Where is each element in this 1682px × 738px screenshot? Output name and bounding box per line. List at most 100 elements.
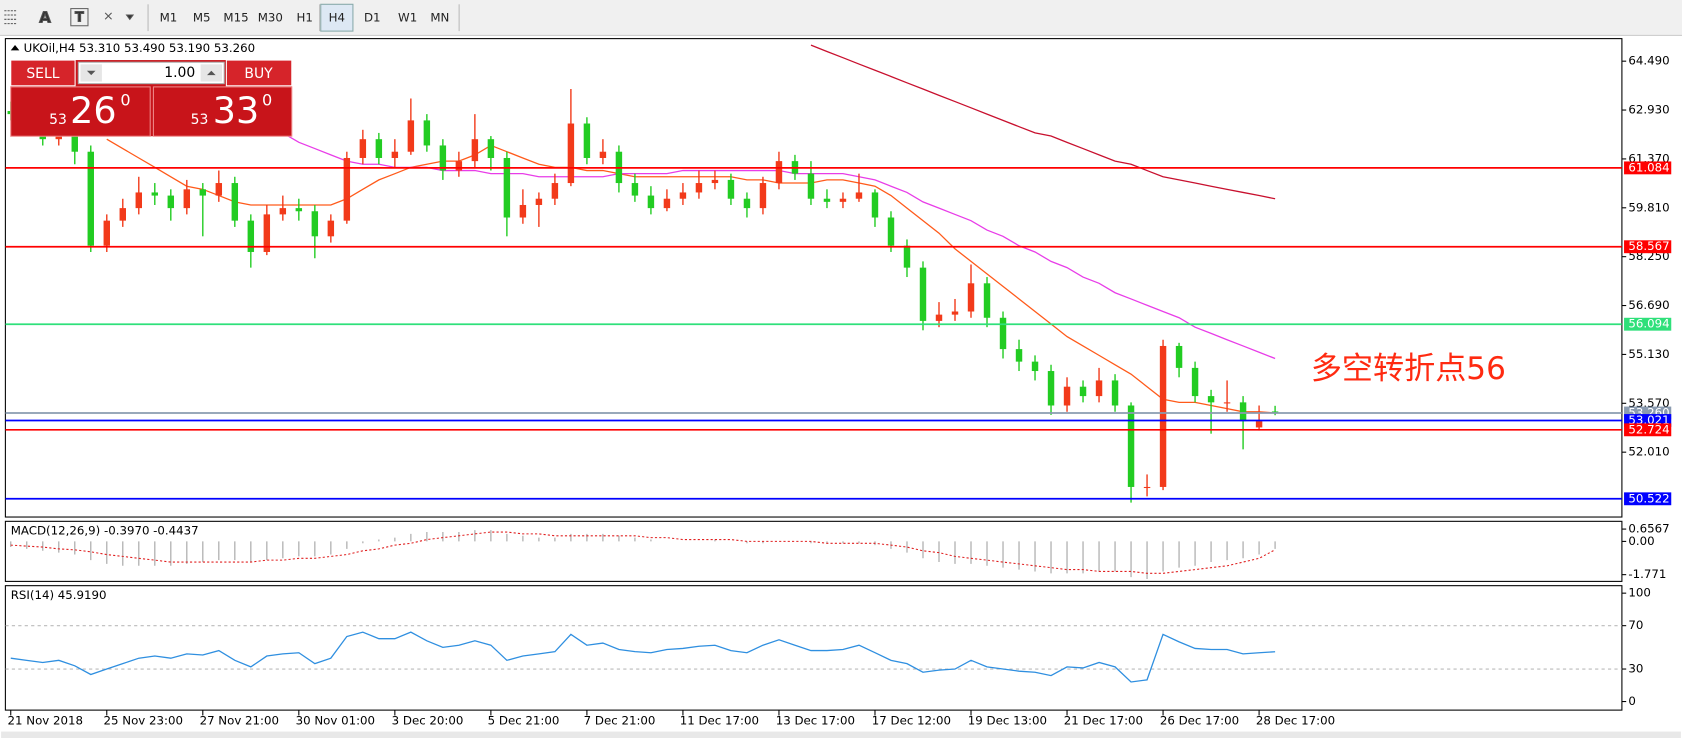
- y-tick-label: 0: [1628, 694, 1636, 708]
- candle-body: [1079, 386, 1087, 397]
- x-tick-label: 21 Dec 17:00: [1064, 713, 1143, 727]
- candle-body: [343, 157, 351, 221]
- candle-body: [631, 183, 639, 196]
- timeframe-button-active[interactable]: [320, 3, 354, 32]
- candle-body: [583, 123, 591, 158]
- candle-body: [1207, 396, 1215, 403]
- candle-body: [823, 198, 831, 202]
- candle-body: [519, 204, 527, 218]
- level-tag: [1624, 240, 1672, 254]
- candle-body: [503, 157, 511, 218]
- candle-body: [167, 195, 175, 209]
- candle-body: [647, 195, 655, 209]
- candle-body: [455, 161, 463, 171]
- candle-body: [695, 183, 703, 193]
- timeframe-label: M15: [223, 11, 248, 25]
- plot-area: [5, 625, 1622, 683]
- timeframe-label: H1: [296, 11, 312, 25]
- grid-icon[interactable]: [4, 10, 18, 25]
- timeframe-label: M30: [258, 11, 283, 25]
- level-tag: [1624, 317, 1672, 331]
- up-arrow: [207, 70, 216, 76]
- y-tick-label: 64.490: [1628, 54, 1669, 68]
- level-tag-label: 58.567: [1628, 239, 1669, 253]
- buy-button[interactable]: [225, 59, 293, 87]
- buy-price-box[interactable]: [152, 86, 293, 137]
- y-tick-label: 0.00: [1628, 534, 1654, 548]
- down-arrow: [86, 70, 96, 76]
- candle-body: [1175, 345, 1183, 368]
- signal-line: [10, 531, 1276, 574]
- x-tick-label: 5 Dec 21:00: [488, 713, 560, 727]
- level-tag: [1624, 161, 1672, 175]
- candle-body: [407, 120, 415, 152]
- candle-body: [967, 283, 975, 312]
- candle-body: [247, 220, 255, 252]
- candle-body: [1031, 361, 1039, 372]
- text-tool[interactable]: A: [39, 8, 52, 27]
- timeframe-label: MN: [430, 11, 449, 25]
- candle-body: [871, 192, 879, 218]
- sell-price-small: 53: [49, 112, 67, 128]
- candle-body: [199, 189, 207, 196]
- x-tick-label: 17 Dec 12:00: [872, 713, 951, 727]
- timeframe-label: W1: [398, 11, 417, 25]
- candle-body: [311, 211, 319, 237]
- moving-average: [810, 44, 1276, 200]
- candle-body: [711, 179, 719, 184]
- candle-body: [135, 192, 143, 209]
- candle-body: [567, 123, 575, 184]
- candle-body: [231, 183, 239, 221]
- x-tick-label: 28 Dec 17:00: [1256, 713, 1335, 727]
- charts: UKOil,H4 53.310 53.490 53.190 53.260 52.0…: [4, 38, 1672, 727]
- candle-body: [855, 192, 863, 199]
- candle-body: [359, 139, 367, 158]
- panel-title: RSI(14) 45.9190: [11, 588, 107, 602]
- candle-body: [215, 183, 223, 196]
- panel-frame: [4, 520, 1623, 582]
- candle-body: [151, 192, 159, 196]
- candle-body: [375, 139, 383, 158]
- candle-body: [327, 220, 335, 237]
- arrows-tool[interactable]: [104, 12, 135, 21]
- panel-title: UKOil,H4 53.310 53.490 53.190 53.260: [24, 41, 256, 55]
- candle-body: [295, 208, 303, 212]
- timeframe-label: H4: [329, 11, 345, 25]
- y-tick-label: -1.771: [1628, 567, 1666, 581]
- moving-average: [106, 138, 1276, 414]
- sell-label: SELL: [26, 66, 59, 82]
- level-tag-label: 52.724: [1628, 422, 1669, 436]
- buy-label: BUY: [244, 66, 273, 82]
- candle-body: [551, 183, 559, 199]
- x-tick-label: 26 Dec 17:00: [1160, 713, 1239, 727]
- label-tool[interactable]: [70, 8, 89, 27]
- candle-body: [1223, 402, 1231, 404]
- buy-price-small: 53: [191, 112, 209, 128]
- sell-price-box[interactable]: [10, 86, 151, 137]
- x-tick-label: 3 Dec 20:00: [392, 713, 464, 727]
- x-tick-label: 27 Nov 21:00: [200, 713, 279, 727]
- candle-body: [999, 317, 1007, 350]
- sell-button[interactable]: [10, 59, 76, 87]
- candle-body: [1047, 371, 1055, 406]
- timeframe-bar: M1 M5 M15 M30 H1 H4 D1 W1 MN: [160, 3, 460, 32]
- toolbar: [0, 0, 1682, 36]
- lot-field[interactable]: [77, 61, 225, 85]
- y-tick-label: 0.6567: [1628, 522, 1669, 536]
- buy-price-big: 33: [213, 89, 259, 132]
- candle-body: [919, 267, 927, 321]
- y-tick-label: 70: [1628, 618, 1643, 632]
- y-tick-label: 59.810: [1628, 200, 1669, 214]
- timeframe-label: M5: [193, 11, 211, 25]
- candle-body: [87, 151, 94, 246]
- candle-body: [1239, 402, 1247, 422]
- tab-strip: [1, 731, 1681, 738]
- candle-body: [535, 198, 543, 205]
- candle-body: [119, 208, 126, 221]
- candle-body: [1191, 367, 1199, 397]
- candle-body: [679, 192, 687, 199]
- candle-body: [599, 151, 607, 158]
- one-click-trading: SELL 1.00 BUY 53 26 0 53 33 0: [10, 59, 293, 137]
- panel-frame: [4, 585, 1623, 711]
